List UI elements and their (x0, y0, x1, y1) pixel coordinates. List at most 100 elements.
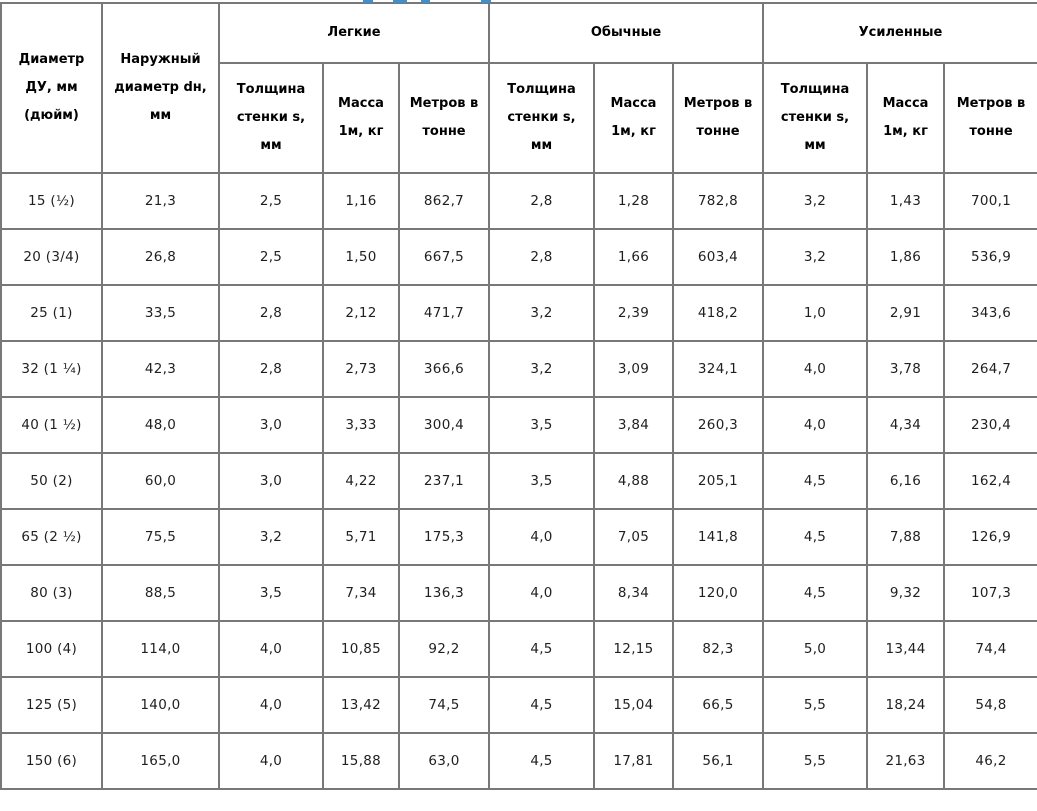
table-cell: 4,5 (488, 620, 595, 678)
table-cell: 175,3 (398, 508, 490, 566)
clipped-title-fragment (393, 0, 407, 3)
table-cell: 4,22 (322, 452, 400, 510)
table-cell: 264,7 (943, 340, 1037, 398)
table-row: 40 (1 ½) 48,0 3,0 3,33 300,4 3,5 3,84 260,3 4,0 4… (0, 396, 1037, 454)
table-cell: 3,0 (218, 452, 324, 510)
table-cell: 100 (4) (0, 620, 103, 678)
table-cell: 50 (2) (0, 452, 103, 510)
table-cell: 25 (1) (0, 284, 103, 342)
table-cell: 2,5 (218, 228, 324, 286)
table-cell: 2,5 (218, 172, 324, 230)
table-cell: 1,86 (866, 228, 946, 286)
table-cell: 536,9 (943, 228, 1037, 286)
table-cell: 4,0 (762, 396, 869, 454)
table-cell: 1,50 (322, 228, 400, 286)
table-cell: 48,0 (101, 396, 220, 454)
table-cell: 21,3 (101, 172, 220, 230)
table-cell: 150 (6) (0, 732, 103, 790)
clipped-title-fragment (421, 0, 430, 3)
table-cell: 40 (1 ½) (0, 396, 103, 454)
table-row: 100 (4) 114,0 4,0 10,85 92,2 4,5 12,15 82,3 5,0 1… (0, 620, 1037, 678)
table-cell: 5,71 (322, 508, 400, 566)
table-cell: 107,3 (943, 564, 1037, 622)
table-cell: 3,33 (322, 396, 400, 454)
sub-header-meters-per-tonne: Метров в тонне (671, 62, 765, 174)
table-header: Диаметр ДУ, мм (дюйм) Наружный диаметр d… (0, 2, 1037, 174)
table-cell: 66,5 (671, 676, 765, 734)
table-cell: 92,2 (398, 620, 490, 678)
sub-header-mass: Масса 1м, кг (322, 62, 400, 174)
table-cell: 15 (½) (0, 172, 103, 230)
table-cell: 4,0 (218, 732, 324, 790)
table-cell: 4,0 (218, 676, 324, 734)
table-cell: 3,2 (218, 508, 324, 566)
table-cell: 366,6 (398, 340, 490, 398)
group-header-row: Диаметр ДУ, мм (дюйм) Наружный диаметр d… (0, 2, 1037, 174)
sub-header-meters-per-tonne: Метров в тонне (943, 62, 1037, 174)
table-cell: 9,32 (866, 564, 946, 622)
table-cell: 3,2 (488, 284, 595, 342)
table-cell: 65 (2 ½) (0, 508, 103, 566)
table-cell: 7,34 (322, 564, 400, 622)
table-cell: 343,6 (943, 284, 1037, 342)
table-cell: 140,0 (101, 676, 220, 734)
table-cell: 54,8 (943, 676, 1037, 734)
table-row: 50 (2) 60,0 3,0 4,22 237,1 3,5 4,88 205,1 4,5 6,1… (0, 452, 1037, 510)
col-header-diameter: Диаметр ДУ, мм (дюйм) (0, 2, 103, 174)
table-cell: 3,5 (218, 564, 324, 622)
table-cell: 782,8 (671, 172, 765, 230)
table-cell: 82,3 (671, 620, 765, 678)
table-cell: 136,3 (398, 564, 490, 622)
table-cell: 324,1 (671, 340, 765, 398)
table-cell: 141,8 (671, 508, 765, 566)
table-cell: 7,88 (866, 508, 946, 566)
table-cell: 4,5 (762, 564, 869, 622)
table-cell: 165,0 (101, 732, 220, 790)
table-cell: 3,5 (488, 452, 595, 510)
table-cell: 3,2 (762, 228, 869, 286)
table-cell: 13,42 (322, 676, 400, 734)
table-cell: 2,12 (322, 284, 400, 342)
clipped-title-fragment (363, 0, 373, 3)
table-cell: 21,63 (866, 732, 946, 790)
table-cell: 33,5 (101, 284, 220, 342)
table-cell: 3,0 (218, 396, 324, 454)
sub-header-mass: Масса 1м, кг (593, 62, 674, 174)
sub-header-mass: Масса 1м, кг (866, 62, 946, 174)
table-cell: 4,0 (488, 564, 595, 622)
table-cell: 8,34 (593, 564, 674, 622)
table-cell: 205,1 (671, 452, 765, 510)
table-cell: 15,04 (593, 676, 674, 734)
table-cell: 862,7 (398, 172, 490, 230)
table-cell: 32 (1 ¼) (0, 340, 103, 398)
table-row: 65 (2 ½) 75,5 3,2 5,71 175,3 4,0 7,05 141,8 4,5 7… (0, 508, 1037, 566)
table-cell: 2,8 (488, 228, 595, 286)
table-cell: 74,4 (943, 620, 1037, 678)
table-cell: 18,24 (866, 676, 946, 734)
table-cell: 3,84 (593, 396, 674, 454)
table-row: 15 (½) 21,3 2,5 1,16 862,7 2,8 1,28 782,8 3,2 1,4… (0, 172, 1037, 230)
sub-header-wall-thickness: Толщина стенки s, мм (488, 62, 595, 174)
table-cell: 237,1 (398, 452, 490, 510)
table-cell: 4,5 (488, 732, 595, 790)
table-cell: 4,88 (593, 452, 674, 510)
table-cell: 26,8 (101, 228, 220, 286)
table-cell: 5,5 (762, 732, 869, 790)
clipped-title-fragment (481, 0, 491, 3)
table-row: 20 (3/4) 26,8 2,5 1,50 667,5 2,8 1,66 603,4 3,2 1… (0, 228, 1037, 286)
sub-header-wall-thickness: Толщина стенки s, мм (762, 62, 869, 174)
table-cell: 4,0 (762, 340, 869, 398)
table-cell: 114,0 (101, 620, 220, 678)
table-cell: 56,1 (671, 732, 765, 790)
table-cell: 3,2 (488, 340, 595, 398)
table-cell: 4,5 (762, 452, 869, 510)
table-cell: 3,2 (762, 172, 869, 230)
table-row: 80 (3) 88,5 3,5 7,34 136,3 4,0 8,34 120,0 4,5 9,3… (0, 564, 1037, 622)
table-row: 150 (6) 165,0 4,0 15,88 63,0 4,5 17,81 56,1 5,5 2… (0, 732, 1037, 790)
table-cell: 471,7 (398, 284, 490, 342)
pipe-size-table: Диаметр ДУ, мм (дюйм) Наружный диаметр d… (0, 2, 1037, 790)
table-cell: 10,85 (322, 620, 400, 678)
table-cell: 2,73 (322, 340, 400, 398)
table-cell: 603,4 (671, 228, 765, 286)
